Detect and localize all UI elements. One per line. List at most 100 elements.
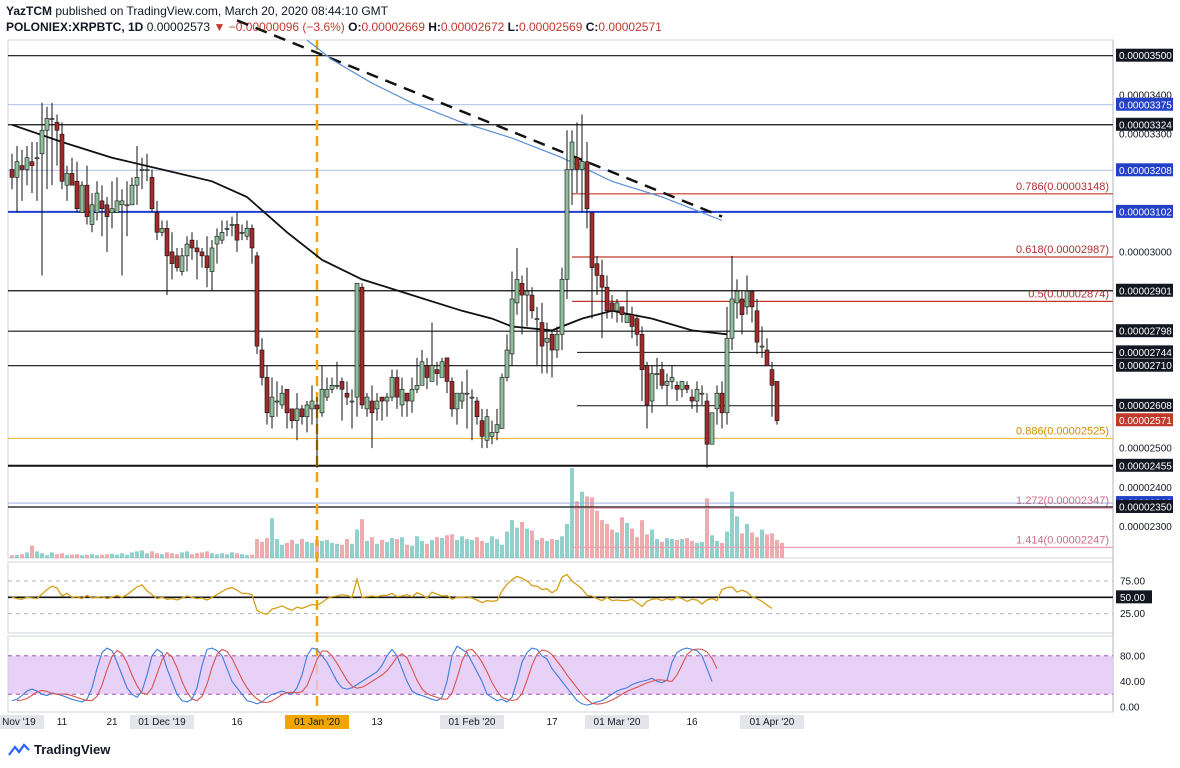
volume-bar xyxy=(65,555,69,558)
candle xyxy=(514,247,520,315)
volume-bar xyxy=(125,554,129,558)
candle-body xyxy=(84,184,90,217)
x-axis-label: 17 xyxy=(546,717,558,728)
candle xyxy=(749,290,755,323)
level-label-box xyxy=(1116,163,1173,177)
candle xyxy=(169,232,175,280)
candle-body xyxy=(19,165,25,170)
candle xyxy=(104,196,110,252)
level-label-box xyxy=(1116,204,1173,218)
volume-bar xyxy=(400,537,404,558)
volume-bar xyxy=(470,540,474,558)
candle xyxy=(159,220,165,237)
candle-body xyxy=(404,392,410,402)
candle xyxy=(624,291,630,323)
candle-body xyxy=(504,349,510,378)
candle-body xyxy=(689,396,695,402)
candle-body xyxy=(334,385,340,387)
candle-body xyxy=(464,392,470,395)
candle-body xyxy=(544,337,550,343)
x-axis-label: 01 Jan '20 xyxy=(294,717,340,728)
candle-body xyxy=(759,345,765,348)
volume-bar xyxy=(540,538,544,558)
candle-body xyxy=(149,177,155,210)
candle-body xyxy=(629,314,635,327)
candle-body xyxy=(269,396,275,418)
level-label: 0.00003208 xyxy=(1119,166,1172,177)
candle xyxy=(474,397,480,425)
volume-bar xyxy=(430,540,434,558)
volume-bar xyxy=(735,516,739,558)
candle xyxy=(744,275,750,315)
volume-bar xyxy=(220,553,224,558)
level-label-box xyxy=(1116,358,1173,372)
candle xyxy=(394,369,400,409)
volume-bar xyxy=(620,517,624,558)
x-axis-label-box xyxy=(440,715,504,729)
volume-bar xyxy=(425,543,429,558)
candle xyxy=(639,326,645,402)
volume-bar xyxy=(260,541,264,558)
volume-bar xyxy=(480,540,484,558)
level-label: 0.00002455 xyxy=(1119,461,1172,472)
candle-body xyxy=(559,279,565,335)
candle xyxy=(134,145,140,205)
candle xyxy=(239,224,245,241)
volume-bar xyxy=(30,545,34,558)
last-price: 0.00002573 xyxy=(146,20,211,34)
candle xyxy=(209,240,215,292)
tradingview-footer[interactable]: TradingView xyxy=(8,742,110,757)
candle xyxy=(199,247,205,268)
volume-bar xyxy=(45,555,49,558)
candle-body xyxy=(754,310,760,343)
volume-bar xyxy=(320,540,324,558)
candle xyxy=(419,350,425,386)
candle-body xyxy=(414,385,420,390)
volume-bar xyxy=(100,554,104,558)
fib-label: 0.5(0.00002874) xyxy=(1028,288,1109,300)
candle xyxy=(699,385,705,405)
volume-bar xyxy=(560,536,564,558)
candle xyxy=(144,153,150,182)
candle-body xyxy=(329,385,335,390)
candle-body xyxy=(74,180,80,210)
candle-body xyxy=(199,251,205,257)
volume-bar xyxy=(405,544,409,558)
candle-body xyxy=(619,306,625,315)
candle xyxy=(269,377,275,429)
candle xyxy=(244,220,250,241)
volume-bar xyxy=(355,529,359,558)
level-label-box xyxy=(1116,398,1173,412)
candle xyxy=(509,271,515,366)
level-label-box xyxy=(1116,97,1173,111)
candle-body xyxy=(694,388,700,402)
volume-bar xyxy=(240,554,244,558)
candle xyxy=(499,373,505,429)
volume-bar xyxy=(495,539,499,558)
volume-bar xyxy=(175,554,179,558)
candle xyxy=(229,216,235,237)
volume-bar xyxy=(420,540,424,558)
candle-body xyxy=(704,400,710,445)
candle-body xyxy=(289,408,295,421)
candle xyxy=(339,377,345,421)
level-label: 0.00002901 xyxy=(1119,286,1172,297)
candle xyxy=(334,361,340,390)
candle-body xyxy=(204,255,210,268)
level-label-box xyxy=(1116,283,1173,297)
author-name[interactable]: YazTCM xyxy=(6,4,53,18)
volume-bar xyxy=(305,541,309,558)
stoch-k-line xyxy=(11,645,713,706)
volume-bar xyxy=(160,554,164,558)
level-label-box xyxy=(1116,48,1173,62)
volume-bar xyxy=(475,537,479,558)
volume-bar xyxy=(445,535,449,558)
candle xyxy=(439,357,445,378)
volume-bar xyxy=(15,554,19,558)
candle-body xyxy=(729,298,735,339)
symbol[interactable]: POLONIEX:XRPBTC, 1D xyxy=(6,20,144,34)
candle-body xyxy=(169,251,175,264)
volume-bar xyxy=(10,555,14,558)
volume-bar xyxy=(625,522,629,558)
